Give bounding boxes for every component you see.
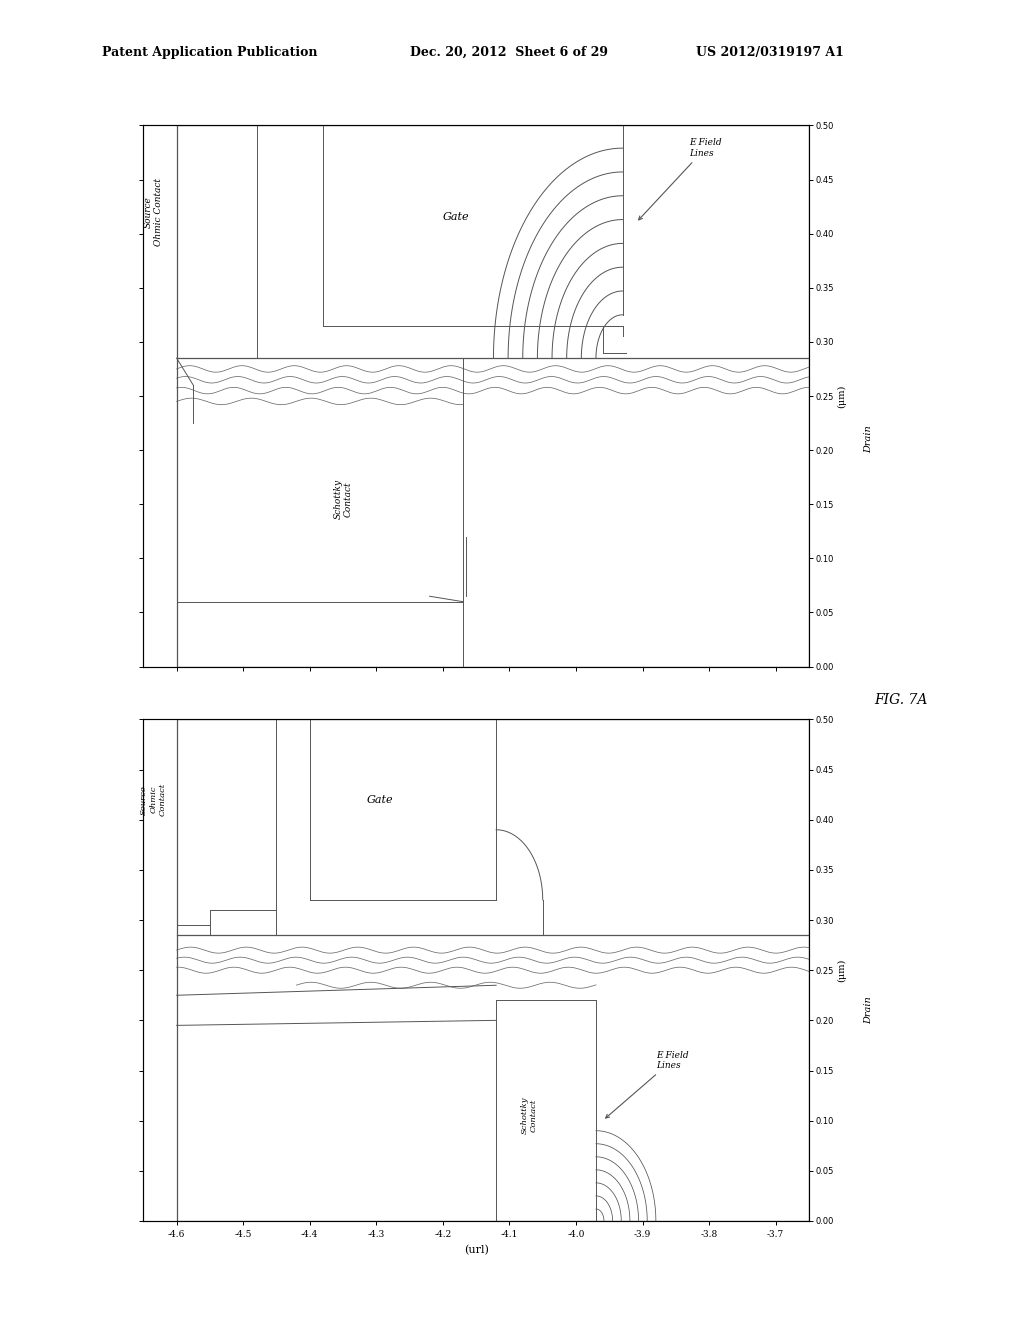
Text: Schottky
Contact: Schottky Contact <box>334 479 352 519</box>
X-axis label: (url): (url) <box>464 1245 488 1255</box>
Y-axis label: (μm): (μm) <box>838 384 846 408</box>
Y-axis label: (μm): (μm) <box>838 958 846 982</box>
Text: FIG. 7A: FIG. 7A <box>874 693 928 706</box>
Text: Source
Ohmic
Contact: Source Ohmic Contact <box>140 783 167 816</box>
Text: Gate: Gate <box>367 795 393 805</box>
Text: Dec. 20, 2012  Sheet 6 of 29: Dec. 20, 2012 Sheet 6 of 29 <box>410 46 607 59</box>
Text: Patent Application Publication: Patent Application Publication <box>102 46 317 59</box>
Text: Source
Ohmic Contact: Source Ohmic Contact <box>143 178 163 246</box>
Text: E Field
Lines: E Field Lines <box>605 1051 688 1118</box>
Text: Schottky
Contact: Schottky Contact <box>521 1097 538 1134</box>
Text: Drain: Drain <box>864 425 873 453</box>
Text: US 2012/0319197 A1: US 2012/0319197 A1 <box>696 46 844 59</box>
Text: Drain: Drain <box>864 997 873 1024</box>
Text: E Field
Lines: E Field Lines <box>639 139 722 220</box>
Text: Gate: Gate <box>442 213 470 222</box>
